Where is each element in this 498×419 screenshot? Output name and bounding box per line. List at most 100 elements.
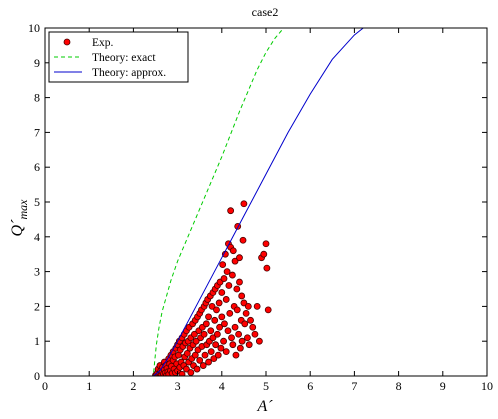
- axis-ticks: 0 1 2 3 4 5 6 7 8 9 10 0 1 2 3 4 5 6 7 8 9 10: [28, 21, 493, 393]
- x-tick-label: 10: [481, 379, 493, 393]
- exp-data-point: [202, 320, 210, 328]
- x-tick-label: 1: [86, 379, 92, 393]
- exp-data-point: [220, 275, 228, 282]
- exp-data-point: [231, 257, 239, 265]
- exp-data-point: [196, 356, 204, 364]
- exp-data-point: [209, 334, 217, 342]
- theory-approx-line: [45, 28, 364, 376]
- exp-data-point: [238, 292, 246, 300]
- y-tick-label: 2: [34, 299, 40, 313]
- exp-data-point: [213, 306, 220, 314]
- exp-data-point: [247, 316, 254, 324]
- y-tick-label: 6: [34, 160, 40, 174]
- exp-data-point: [207, 327, 215, 335]
- y-tick-label: 10: [28, 21, 40, 35]
- exp-data-point: [245, 341, 253, 349]
- exp-data-point: [215, 299, 223, 307]
- exp-data-point: [216, 323, 223, 331]
- exp-data-point: [228, 334, 235, 342]
- x-tick-label: 3: [175, 379, 181, 393]
- exp-data-point: [211, 316, 219, 324]
- x-tick-label: 8: [396, 379, 402, 393]
- exp-data-point: [222, 348, 230, 356]
- x-tick-label: 2: [130, 379, 136, 393]
- exp-data-point: [251, 330, 259, 338]
- exp-data-point: [193, 365, 201, 373]
- exp-data-point: [233, 306, 241, 314]
- exp-data-point: [208, 302, 216, 310]
- exp-data-point: [240, 200, 248, 208]
- y-tick-label: 1: [34, 334, 40, 348]
- y-tick-label: 0: [34, 369, 40, 383]
- exp-data-point: [260, 250, 268, 258]
- exp-data-point: [219, 261, 227, 269]
- exp-data-point: [213, 330, 221, 338]
- x-axis-label: A´: [256, 398, 273, 415]
- exp-data-point: [233, 285, 241, 293]
- legend-exact-label: Theory: exact: [92, 52, 156, 64]
- exp-data-point: [227, 207, 235, 215]
- x-tick-label: 6: [307, 379, 313, 393]
- exp-data-point: [223, 268, 231, 276]
- exp-data-point: [236, 254, 243, 262]
- y-tick-label: 4: [34, 230, 40, 244]
- exp-data-point: [263, 264, 271, 272]
- exp-data-point: [199, 362, 207, 369]
- legend: Exp. Theory: exact Theory: approx.: [48, 31, 189, 83]
- exp-data-point: [264, 306, 272, 314]
- exp-data-point: [201, 351, 209, 359]
- legend-approx-label: Theory: approx.: [92, 67, 166, 79]
- legend-exp-label: Exp.: [92, 37, 114, 49]
- y-tick-label: 7: [34, 125, 40, 139]
- exp-data-point: [178, 370, 186, 376]
- exp-data-point: [226, 309, 234, 317]
- exp-data-point: [220, 337, 227, 345]
- exp-data-point: [191, 351, 199, 359]
- exp-data-point: [232, 351, 240, 359]
- exp-data-point: [242, 309, 250, 317]
- chart-title: case2: [252, 5, 279, 19]
- x-tick-label: 7: [351, 379, 357, 393]
- exp-data-point: [214, 351, 222, 359]
- exp-data-point: [253, 302, 261, 310]
- exp-data-point: [238, 337, 246, 345]
- x-tick-label: 0: [42, 379, 48, 393]
- exp-data-point: [262, 240, 270, 248]
- legend-box: [48, 31, 189, 83]
- exp-data-point: [207, 348, 215, 356]
- exp-data-point: [244, 302, 252, 310]
- exp-data-point: [205, 358, 212, 366]
- exp-data-point: [221, 320, 228, 328]
- svg-text:Q´max: Q´max: [9, 199, 30, 237]
- y-axis-label: Q´max: [9, 199, 30, 237]
- y-tick-label: 3: [34, 265, 40, 279]
- exp-data-point: [205, 313, 212, 321]
- exp-data-point: [192, 337, 200, 345]
- exp-data-point: [225, 282, 233, 289]
- exp-data-point: [240, 299, 248, 307]
- y-axis-label-sub: max: [16, 199, 30, 220]
- exp-data-point: [229, 247, 237, 255]
- y-tick-label: 9: [34, 56, 40, 70]
- x-tick-label: 4: [219, 379, 225, 393]
- legend-exp-marker: [63, 38, 71, 46]
- exp-data-point: [217, 344, 225, 352]
- exp-data-point: [222, 296, 230, 303]
- exp-data-point: [200, 330, 208, 338]
- y-axis-label-main: Q´: [9, 219, 26, 237]
- x-tick-label: 5: [263, 379, 269, 393]
- exp-data-point: [212, 341, 220, 349]
- exp-data-point: [183, 365, 190, 373]
- exp-data-point: [210, 355, 218, 363]
- exp-data-point: [218, 313, 226, 321]
- exp-data-point: [183, 349, 191, 357]
- exp-data-point: [224, 327, 232, 335]
- plot-frame: [44, 27, 488, 377]
- exp-data-point: [236, 344, 244, 352]
- plot-area: [45, 28, 364, 376]
- exp-data-point: [244, 334, 251, 342]
- exp-data-point: [255, 337, 263, 345]
- exp-data-point: [229, 271, 236, 279]
- exp-data-point: [235, 330, 242, 338]
